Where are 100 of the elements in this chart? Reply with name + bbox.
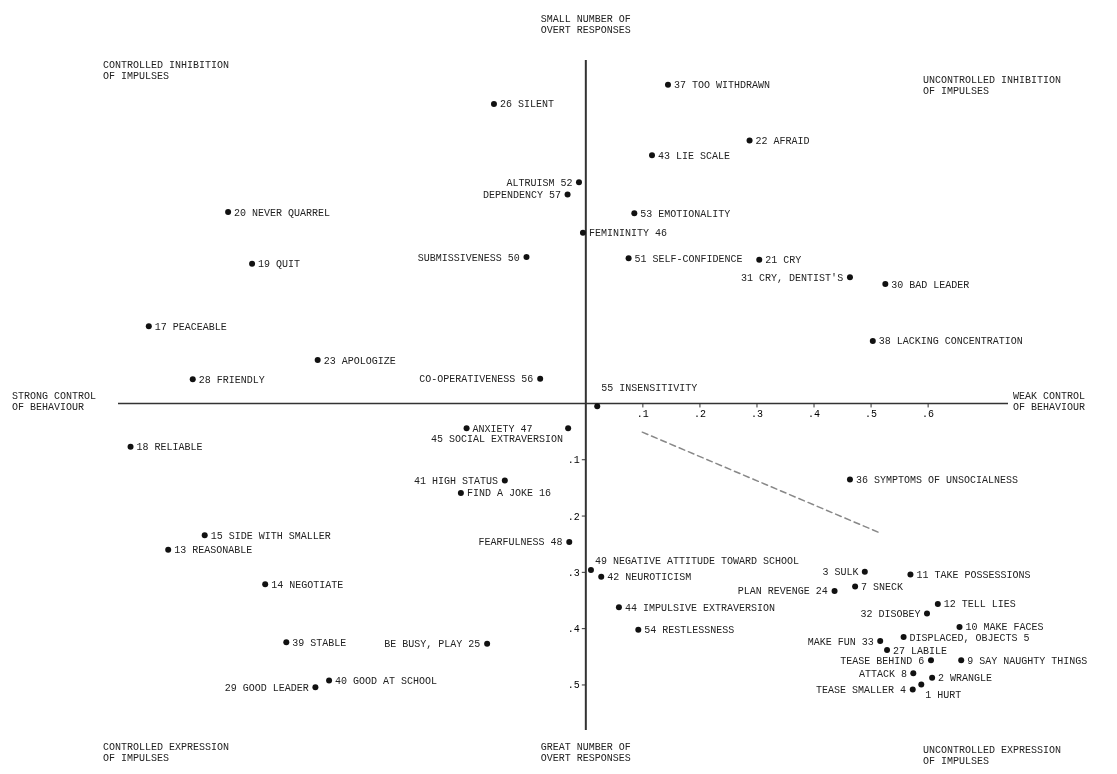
point [598, 573, 605, 580]
point [537, 375, 544, 382]
annotation: TEASE BEHIND 6 [840, 655, 925, 667]
point [831, 587, 838, 594]
annotation: 23 APOLOGIZE [323, 355, 396, 367]
annotation: 9 SAY NAUGHTY THINGS [967, 655, 1088, 667]
point [201, 532, 208, 539]
point [262, 581, 269, 588]
annotation: 17 PEACEABLE [154, 321, 227, 333]
point [565, 425, 572, 432]
annotation: CONTROLLED INHIBITION OF IMPULSES [103, 60, 230, 82]
annotation: FEARFULNESS 48 [478, 537, 563, 549]
point [457, 489, 464, 496]
point [746, 137, 753, 144]
annotation: FIND A JOKE 16 [466, 488, 551, 500]
point [615, 604, 622, 611]
point [900, 634, 907, 641]
annotation: 45 SOCIAL EXTRAVERSION [431, 434, 564, 446]
point [877, 638, 884, 645]
annotation: 31 CRY, DENTIST'S [741, 272, 844, 284]
annotation: ATTACK 8 [858, 668, 907, 680]
text: WEAK CONTROL OF BEHAVIOUR [1013, 391, 1086, 414]
text: STRONG CONTROL OF BEHAVIOUR [12, 391, 97, 414]
point [664, 81, 671, 88]
annotation: 20 NEVER QUARREL [234, 207, 331, 219]
annotation: MAKE FUN 33 [807, 636, 874, 648]
point [956, 623, 963, 630]
point [145, 323, 152, 330]
point [579, 229, 586, 236]
point [566, 538, 573, 545]
y-tick-label: .1 [567, 455, 580, 467]
point [490, 100, 497, 107]
annotation: 7 SNECK [861, 581, 904, 593]
point [189, 376, 196, 383]
point [649, 152, 655, 159]
point [909, 686, 916, 693]
y-tick-label: .4 [567, 624, 580, 636]
point [927, 657, 934, 664]
annotation: 44 IMPULSIVE EXTRAVERSION [624, 602, 775, 614]
point [861, 568, 868, 575]
point [523, 254, 530, 261]
annotation: DEPENDENCY 57 [482, 190, 561, 202]
annotation: 38 LACKING CONCENTRATION [878, 336, 1023, 348]
annotation: 40 GOOD AT SCHOOL [335, 675, 438, 687]
annotation: 3 SULK [822, 567, 859, 579]
point [852, 583, 859, 590]
annotation: 51 SELF-CONFIDENCE [634, 253, 743, 265]
annotation: SUBMISSIVENESS 50 [417, 252, 520, 264]
annotation: 36 SYMPTOMS OF UNSOCIALNESS [855, 474, 1018, 486]
point [918, 681, 925, 688]
annotation: 10 MAKE FACES [965, 622, 1044, 634]
x-tick-label: .2 [693, 409, 706, 421]
annotation: 1 HURT [925, 690, 962, 702]
point [587, 567, 594, 574]
point [127, 443, 134, 450]
x-tick-label: .6 [922, 409, 935, 421]
point [312, 684, 319, 691]
annotation: PLAN REVENGE 24 [737, 586, 828, 598]
x-tick-label: .5 [865, 409, 878, 421]
point [484, 640, 491, 647]
point [326, 677, 333, 684]
annotation: 37 TOO WITHDRAWN [673, 80, 770, 92]
annotation: ALTRUISM 52 [506, 177, 573, 189]
annotation: UNCONTROLLED INHIBITION OF IMPULSES [923, 75, 1062, 97]
annotation: 26 SILENT [499, 99, 554, 111]
point [165, 546, 172, 553]
point [594, 403, 601, 410]
point [249, 260, 256, 267]
point [846, 476, 853, 483]
text: CONTROLLED EXPRESSION OF IMPULSES [103, 742, 230, 764]
annotation: DISPLACED, OBJECTS 5 [909, 632, 1030, 644]
annotation: 27 LABILE [893, 645, 948, 657]
point [923, 610, 930, 617]
annotation: 2 WRANGLE [938, 673, 993, 685]
annotation: 49 NEGATIVE ATTITUDE TOWARD SCHOOL [594, 556, 799, 568]
annotation: 15 SIDE WITH SMALLER [210, 530, 331, 542]
point [501, 477, 508, 484]
y-tick-label: .2 [567, 511, 580, 523]
annotation: 54 RESTLESSNESS [644, 625, 735, 637]
point [283, 639, 290, 646]
text: SMALL NUMBER OF OVERT RESPONSES [540, 14, 631, 36]
annotation: 30 BAD LEADER [891, 279, 970, 291]
point [910, 670, 917, 677]
annotation: 42 NEUROTICISM [607, 572, 692, 584]
text: UNCONTROLLED EXPRESSION OF IMPULSES [923, 745, 1062, 767]
annotation: CO-OPERATIVENESS 56 [419, 374, 534, 386]
annotation: 41 HIGH STATUS [414, 476, 499, 488]
point [564, 191, 571, 198]
y-tick-label: .3 [567, 567, 580, 579]
annotation: TEASE SMALLER 4 [815, 684, 906, 696]
annotation: 29 GOOD LEADER [224, 682, 309, 694]
annotation: 19 QUIT [258, 259, 301, 271]
annotation: FEMININITY 46 [588, 228, 667, 240]
text: GREAT NUMBER OF OVERT RESPONSES [540, 742, 631, 764]
annotation: 22 AFRAID [755, 136, 810, 148]
point [635, 626, 642, 633]
point [958, 657, 965, 664]
point [882, 281, 889, 288]
y-tick-label: .5 [567, 680, 580, 692]
point [869, 337, 876, 344]
